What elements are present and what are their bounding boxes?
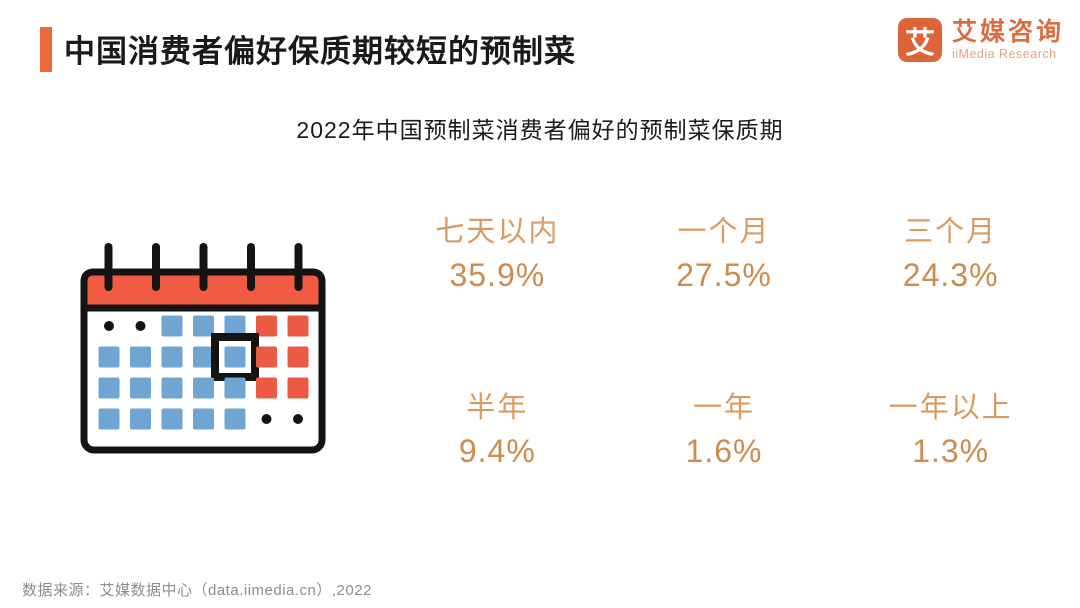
stat-label: 一个月 xyxy=(677,216,771,248)
stat-over-one-year: 一年以上 1.3% xyxy=(837,384,1064,470)
stat-value: 27.5% xyxy=(676,257,772,293)
calendar-blue-day xyxy=(224,377,246,399)
calendar-blue-day xyxy=(130,346,151,368)
calendar-blue-day xyxy=(193,408,214,430)
calendar-blue-day xyxy=(161,408,183,430)
calendar-dot xyxy=(135,321,146,331)
chart-title: 2022年中国预制菜消费者偏好的预制菜保质期 xyxy=(296,117,784,143)
calendar-red-day xyxy=(256,377,277,399)
calendar-blue-day xyxy=(98,346,120,368)
stat-value: 35.9% xyxy=(449,257,546,293)
calendar-blue-day xyxy=(98,377,120,399)
calendar-date-grid xyxy=(98,315,309,430)
brand-name-cn: 艾媒咨询 xyxy=(951,18,1064,47)
calendar-red-day xyxy=(287,346,309,368)
stat-one-year: 一年 1.6% xyxy=(611,384,838,470)
brand-logo: 艾 艾媒咨询 iiMedia Research xyxy=(897,18,1064,62)
calendar-blue-day xyxy=(130,408,151,430)
stat-label: 七天以内 xyxy=(435,216,560,248)
calendar-blue-day xyxy=(193,315,214,337)
title-accent-bar xyxy=(40,27,52,72)
stat-label: 半年 xyxy=(466,392,529,424)
stat-value: 1.3% xyxy=(912,433,990,469)
calendar-selected-day-outline xyxy=(211,333,259,381)
calendar-blue-day xyxy=(161,315,183,337)
data-source: 数据来源：艾媒数据中心（data.iimedia.cn）,2022 xyxy=(22,582,372,599)
calendar-blue-day xyxy=(224,346,246,368)
calendar-red-day xyxy=(287,377,309,399)
calendar-blue-day xyxy=(193,377,214,399)
calendar-dot xyxy=(104,321,114,331)
brand-name-en: iiMedia Research xyxy=(951,46,1057,61)
calendar-dot xyxy=(293,414,303,424)
calendar-red-day xyxy=(256,346,277,368)
calendar-blue-day xyxy=(130,377,151,399)
stat-value: 9.4% xyxy=(458,433,536,469)
stat-seven-days: 七天以内 35.9% xyxy=(384,208,611,294)
calendar-dot xyxy=(261,414,272,424)
calendar-icon xyxy=(80,243,326,454)
stat-label: 一年 xyxy=(692,392,755,424)
stat-value: 24.3% xyxy=(902,257,999,293)
brand-name-block: 艾媒咨询 iiMedia Research xyxy=(952,19,1064,61)
page-title: 中国消费者偏好保质期较短的预制菜 xyxy=(64,34,576,69)
stat-label: 一年以上 xyxy=(888,392,1013,424)
stats-row-bottom: 半年 9.4% 一年 1.6% 一年以上 1.3% xyxy=(384,384,1064,470)
calendar-blue-day xyxy=(161,346,183,368)
stats-row-top: 七天以内 35.9% 一个月 27.5% 三个月 24.3% xyxy=(384,208,1064,294)
stat-half-year: 半年 9.4% xyxy=(384,384,611,470)
calendar-blue-day xyxy=(161,377,183,399)
stat-three-months: 三个月 24.3% xyxy=(837,208,1064,294)
calendar-red-day xyxy=(287,315,309,337)
stat-label: 三个月 xyxy=(904,216,998,248)
calendar-blue-day xyxy=(98,408,120,430)
calendar-blue-day xyxy=(193,346,214,368)
logo-icon-glyph: 艾 xyxy=(904,27,935,60)
calendar-blue-day xyxy=(224,408,246,430)
calendar-blue-day xyxy=(224,315,246,337)
calendar-red-day xyxy=(256,315,277,337)
stat-value: 1.6% xyxy=(685,433,763,469)
calendar-illustration xyxy=(68,236,340,468)
iimedia-logo-icon: 艾 xyxy=(897,18,942,62)
calendar-binder-rings xyxy=(104,243,303,291)
stat-one-month: 一个月 27.5% xyxy=(611,208,838,294)
